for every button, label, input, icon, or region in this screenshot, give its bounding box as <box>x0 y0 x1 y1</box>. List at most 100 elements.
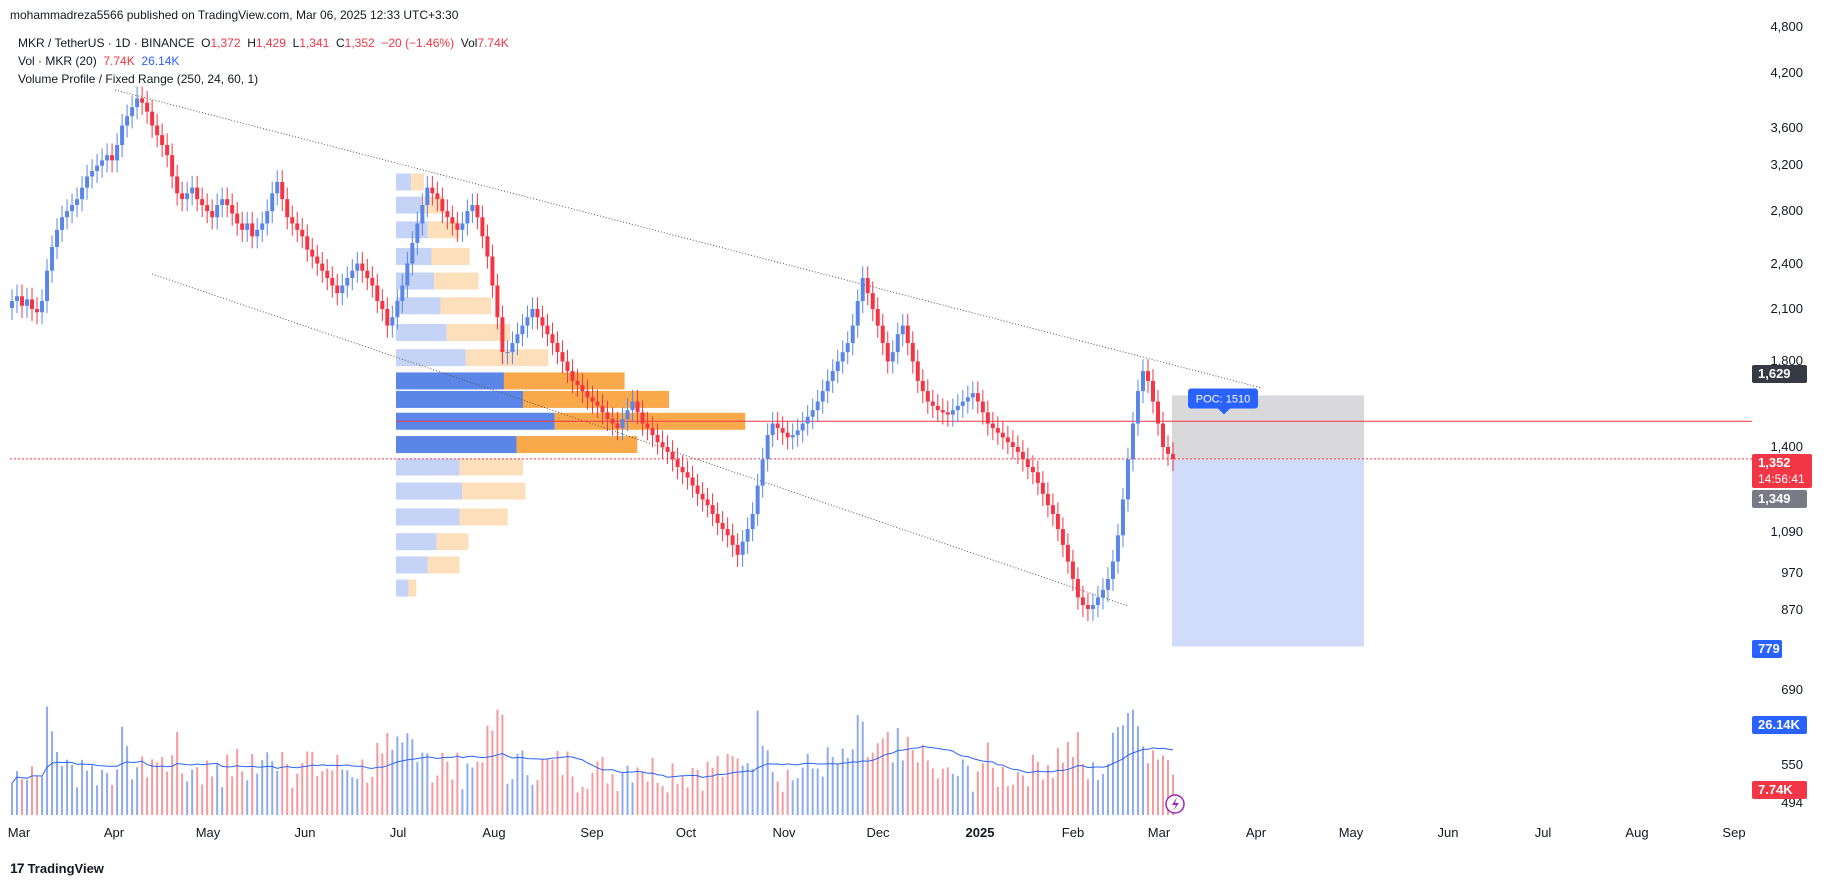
candle-body <box>1040 482 1045 494</box>
volume-bar <box>971 791 974 815</box>
volume-bar <box>126 746 129 815</box>
candle-body <box>275 181 280 194</box>
candle-body <box>1135 391 1140 424</box>
axis-price-label: 7.74K <box>1758 782 1793 797</box>
volume-bar <box>916 762 919 815</box>
candle-body <box>45 270 50 301</box>
candle-body <box>265 211 270 224</box>
volume-bar <box>426 753 429 815</box>
volume-bar <box>1091 762 1094 815</box>
upper-trendline <box>114 89 1263 389</box>
volume-bar <box>361 759 364 815</box>
change-value: −20 (−1.46%) <box>381 36 455 50</box>
volume-bar <box>556 750 559 815</box>
volume-bar <box>886 731 889 815</box>
candle-body <box>245 223 250 230</box>
y-axis-tick-label: 970 <box>1781 565 1803 580</box>
candle-body <box>1120 499 1125 536</box>
volume-bar <box>851 749 854 815</box>
volume-bar <box>176 731 179 815</box>
volume-bar <box>281 752 284 815</box>
volume-bar <box>261 760 264 815</box>
candle-body <box>340 285 345 294</box>
candle-body <box>1060 529 1065 545</box>
candle-body <box>395 300 400 318</box>
volume-bar <box>1156 759 1159 815</box>
candle-body <box>300 229 305 237</box>
open-label: O <box>201 36 211 50</box>
volume-bar <box>206 760 209 815</box>
volume-bar <box>656 782 659 815</box>
open-value: 1,372 <box>210 36 241 50</box>
candle-body <box>1035 472 1040 483</box>
volume-bar <box>816 768 819 815</box>
symbol-title[interactable]: MKR / TetherUS · 1D · BINANCE <box>18 36 195 50</box>
volume-profile-up-bar <box>396 390 523 408</box>
volume-bar <box>676 783 679 815</box>
volume-bar <box>286 764 289 815</box>
volume-profile-up-bar <box>396 436 517 454</box>
candle-body <box>1030 467 1035 473</box>
vol-label: Vol <box>460 36 478 50</box>
candle-body <box>995 428 1000 433</box>
volume-bar <box>996 786 999 815</box>
volume-bar <box>696 769 699 815</box>
volume-bar <box>771 771 774 815</box>
poc-label-pointer <box>1218 408 1230 415</box>
volume-bar <box>236 748 239 815</box>
candle-body <box>220 199 225 206</box>
volume-bar <box>336 754 339 815</box>
volume-profile-up-bar <box>396 196 422 214</box>
candle-body <box>285 199 290 218</box>
candle-body <box>620 419 625 429</box>
volume-bar <box>1096 779 1099 815</box>
volume-bar <box>991 767 994 815</box>
volume-profile-study-row[interactable]: Volume Profile / Fixed Range (250, 24, 6… <box>18 70 509 88</box>
candle-body <box>400 285 405 301</box>
axis-price-label-box <box>1752 454 1812 488</box>
volume-bar <box>1086 779 1089 815</box>
y-axis-tick-label: 3,200 <box>1770 157 1803 172</box>
candle-body <box>95 165 100 171</box>
volume-ma-line <box>11 745 1174 784</box>
y-axis-tick-label: 1,800 <box>1770 353 1803 368</box>
candle-body <box>455 223 460 230</box>
tradingview-footer[interactable]: 17 TradingView <box>10 860 104 876</box>
volume-bar <box>796 778 799 815</box>
candle-body <box>1070 561 1075 579</box>
volume-profile-up-bar <box>396 482 463 500</box>
volume-bar <box>881 738 884 815</box>
vol-value: 7.74K <box>477 36 509 50</box>
candle-body <box>200 199 205 206</box>
candle-body <box>195 187 200 200</box>
volume-profile-down-bar <box>431 248 470 266</box>
volume-bar <box>321 771 324 815</box>
volume-profile-down-bar <box>436 533 469 551</box>
volume-study-row[interactable]: Vol · MKR (20) 7.74K 26.14K <box>18 52 509 70</box>
volume-bar <box>171 755 174 815</box>
volume-profile-up-bar <box>396 533 437 551</box>
candle-body <box>605 412 610 420</box>
volume-bar <box>756 710 759 815</box>
candle-body <box>935 405 940 411</box>
axis-price-label: 1,349 <box>1758 491 1791 506</box>
y-axis-tick-label: 4,200 <box>1770 65 1803 80</box>
volume-bar <box>51 731 54 815</box>
candle-body <box>765 435 770 460</box>
axis-price-label-box <box>1752 781 1807 799</box>
x-axis-tick-label: Oct <box>676 825 697 840</box>
volume-bar <box>406 733 409 815</box>
candle-body <box>585 391 590 398</box>
volume-bar <box>396 736 399 815</box>
candle-body <box>795 430 800 436</box>
candle-body <box>695 485 700 494</box>
candle-body <box>155 125 160 136</box>
high-label: H <box>247 36 256 50</box>
candle-body <box>1130 423 1135 460</box>
candle-body <box>355 263 360 271</box>
lightning-icon-bolt <box>1172 797 1179 811</box>
candle-body <box>365 270 370 279</box>
candle-body <box>1150 380 1155 402</box>
candle-body <box>540 317 545 326</box>
